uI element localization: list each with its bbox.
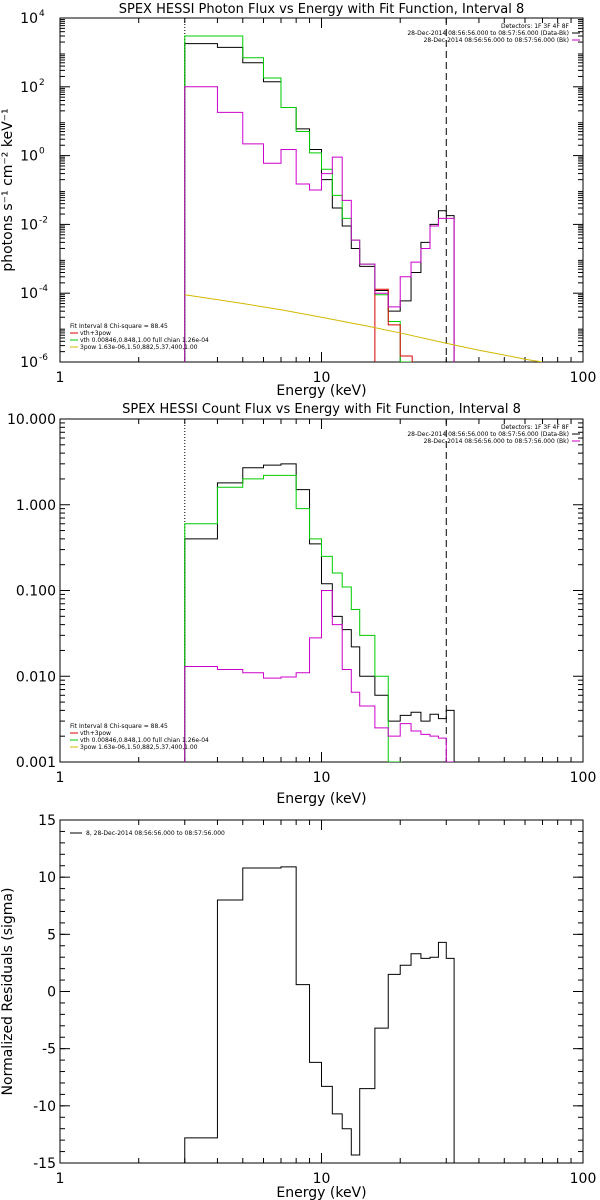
y-tick-exponent: 0 (39, 147, 45, 157)
x-axis-label: Energy (keV) (276, 791, 366, 807)
x-tick-label: 10 (313, 370, 331, 386)
panel-2: SPEX HESSI Count Flux vs Energy with Fit… (7, 402, 596, 807)
y-tick-label: 0.010 (16, 669, 56, 685)
y-tick-label: 10 (20, 217, 38, 233)
y-tick-label: 0.001 (16, 755, 56, 771)
y-tick-base: 10 (20, 355, 38, 371)
legend-bottomleft: Fit Interval 8 Chi-square = 88.45vth+3po… (70, 323, 209, 351)
y-tick-label: 10.000 (7, 412, 56, 428)
x-tick-label: 10 (313, 770, 331, 786)
legend-entry: Detectors: 1F 3F 4F 8F (501, 23, 570, 30)
chart-title: SPEX HESSI Photon Flux vs Energy with Fi… (119, 2, 525, 17)
legend-entry: 3pow 1.63e-06,1.50,882,5.37,400,1.00 (80, 344, 198, 351)
y-tick-base: 10 (20, 217, 38, 233)
series-line-3 (184, 590, 455, 762)
y-tick-exponent: -2 (39, 215, 48, 225)
plot-frame (59, 819, 584, 1164)
y-tick-base: 10 (20, 286, 38, 302)
x-tick-label: 100 (570, 770, 597, 786)
legend-entry: Detectors: 1F 3F 4F 8F (501, 424, 570, 431)
series-group (184, 463, 455, 762)
panel-1: SPEX HESSI Photon Flux vs Energy with Fi… (0, 2, 596, 399)
series-line-1 (184, 43, 455, 362)
panel-3: 1 10 100 -15 -10 -5 0 5 10 15 Energy (keV) Normaliz… (0, 813, 596, 1200)
series-line-2 (184, 35, 413, 362)
y-tick-label: 1.000 (16, 498, 56, 514)
legend-entry: 3pow 1.63e-06,1.50,882,5.37,400,1.00 (80, 744, 198, 751)
x-tick-label: 1 (56, 1171, 65, 1187)
legend-entry: 8, 28-Dec-2014 08:56:56.000 to 08:57:56.… (86, 830, 225, 837)
y-tick-base: 10 (20, 80, 38, 96)
x-tick-label: 10 (313, 1171, 331, 1187)
x-tick-label: 100 (570, 370, 597, 386)
legend-bottomleft: Fit Interval 8 Chi-square = 88.45vth+3po… (70, 723, 209, 751)
y-tick-label: 10 (38, 870, 56, 886)
y-tick-exponent: -4 (39, 284, 48, 294)
y-tick-label: 0.100 (16, 584, 56, 600)
y-axis-label: photons s⁻¹ cm⁻² keV⁻¹ (0, 108, 16, 271)
legend-entry: 28-Dec-2014 08:56:56.000 to 08:57:56.000… (424, 438, 569, 445)
x-tick-label: 100 (570, 1171, 597, 1187)
legend-entry: vth+3pow (80, 330, 111, 337)
x-tick-label: 1 (56, 770, 65, 786)
y-tick-label: 10 (20, 286, 38, 302)
y-tick-label: 10 (20, 149, 38, 165)
y-tick-label: 5 (47, 927, 56, 943)
legend-entry: 28-Dec-2014 08:56:56.000 to 08:57:56.000… (407, 30, 569, 37)
y-tick-label: -5 (42, 1042, 56, 1058)
y-tick-label: 10 (20, 80, 38, 96)
legend-entry: vth+3pow (80, 730, 111, 737)
y-tick-exponent: -6 (39, 353, 48, 363)
series-line-5 (184, 294, 543, 362)
series-line-2 (184, 474, 402, 762)
y-tick-label: 10 (20, 355, 38, 371)
series-line-1 (184, 866, 455, 1163)
y-tick-label: 15 (38, 813, 56, 829)
y-tick-label: 10 (20, 11, 38, 27)
chart-title: SPEX HESSI Count Flux vs Energy with Fit… (122, 402, 521, 417)
x-axis-label: Energy (keV) (276, 1185, 366, 1200)
y-tick-label: -15 (33, 1156, 56, 1172)
legend-topleft: 8, 28-Dec-2014 08:56:56.000 to 08:57:56.… (70, 830, 225, 837)
legend-entry: Fit Interval 8 Chi-square = 88.45 (70, 723, 168, 730)
y-tick-label: 0 (47, 985, 56, 1001)
x-tick-label: 1 (56, 370, 65, 386)
series-group (184, 35, 543, 362)
y-tick-label: -10 (33, 1099, 56, 1115)
legend-entry: Fit Interval 8 Chi-square = 88.45 (70, 323, 168, 330)
y-tick-base: 10 (20, 11, 38, 27)
y-tick-exponent: 2 (39, 78, 45, 88)
series-group (184, 866, 455, 1163)
series-line-3 (374, 288, 413, 362)
legend-entry: 28-Dec-2014 08:56:56.000 to 08:57:56.000… (424, 37, 569, 44)
legend-entry: vth 0.00846,0.848,1.00 full chian 1.26e-… (80, 337, 209, 344)
y-axis-label: Normalized Residuals (sigma) (0, 888, 16, 1096)
y-tick-exponent: 4 (39, 9, 45, 19)
series-line-1 (184, 463, 455, 762)
legend-entry: vth 0.00846,0.848,1.00 full chian 1.26e-… (80, 737, 209, 744)
y-tick-base: 10 (20, 149, 38, 165)
x-axis-label: Energy (keV) (276, 383, 366, 399)
series-line-4 (184, 86, 455, 362)
legend-entry: 28-Dec-2014 08:56:56.000 to 08:57:56.000… (407, 431, 569, 438)
